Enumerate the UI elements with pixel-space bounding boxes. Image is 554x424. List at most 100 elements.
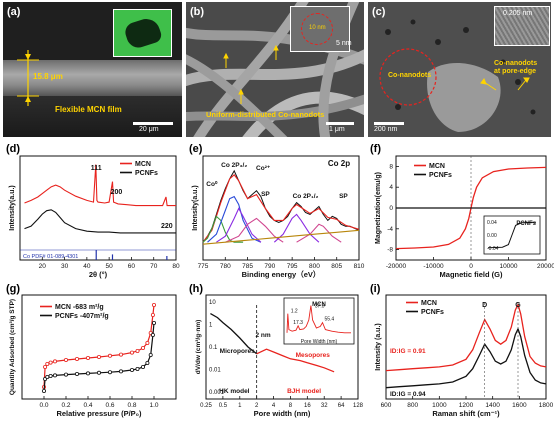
y-tick-label: 10 bbox=[209, 300, 216, 306]
x-tick-label: 20 bbox=[39, 263, 47, 270]
bet-point bbox=[145, 360, 150, 365]
x-tick-label: 16 bbox=[304, 403, 311, 409]
scale-label: 200 nm bbox=[374, 126, 398, 133]
xps-series-Co2p3/2 bbox=[207, 195, 262, 243]
mag-plot-frame bbox=[395, 155, 547, 261]
x-tick-label: 600 bbox=[381, 402, 392, 409]
hk-model-label: HK model bbox=[219, 388, 250, 395]
x-tick-label: 50 bbox=[106, 263, 114, 270]
pore-inset-x-title: Pore Width (nm) bbox=[301, 339, 338, 345]
xps-annotation-sp1: SP bbox=[261, 191, 270, 198]
pore-series-HK model bbox=[210, 313, 258, 355]
bet-point bbox=[151, 320, 156, 325]
x-tick-label: 60 bbox=[128, 263, 136, 270]
bet-point bbox=[119, 352, 124, 357]
x-tick-label: 1 bbox=[238, 403, 242, 409]
lattice-spacing-label: 0.205 nm bbox=[503, 10, 533, 17]
inset-hrtem: 0.205 nm bbox=[494, 6, 550, 46]
x-tick-label: 0.2 bbox=[61, 402, 70, 409]
xrd-y-axis-title: Intensity(a.u.) bbox=[9, 185, 16, 231]
y-tick-label: 0.001 bbox=[209, 390, 225, 396]
bet-legend-label: MCN -683 m²/g bbox=[55, 304, 104, 311]
bet-point bbox=[150, 332, 155, 337]
x-tick-label: 10000 bbox=[499, 263, 517, 270]
raman-x-axis-title: Raman shift (cm⁻¹) bbox=[432, 409, 500, 418]
inset-tem-particle: 10 nm bbox=[290, 6, 350, 52]
x-tick-label: -10000 bbox=[423, 263, 444, 270]
xps-series-SP1 bbox=[225, 217, 284, 243]
xps-annotation-co2plus: Co²⁺ bbox=[256, 165, 271, 172]
xps-annotation-co2p32: Co 2P₃/₂ bbox=[221, 162, 247, 169]
xrd-reference-label: Co PDF# 01-089-4301 bbox=[23, 254, 78, 260]
peak-label-220: 220 bbox=[161, 223, 173, 230]
y-tick-label: 0.01 bbox=[209, 368, 221, 374]
film-caption: Flexible MCN film bbox=[55, 105, 122, 114]
xps-series-raw bbox=[202, 169, 360, 243]
bet-point bbox=[108, 353, 113, 358]
mag-inset-tick-label: 0.04 bbox=[487, 220, 497, 226]
x-tick-label: 785 bbox=[242, 263, 253, 270]
bet-point bbox=[150, 312, 155, 317]
x-tick-label: 780 bbox=[220, 263, 231, 270]
raman-series-MCN bbox=[385, 302, 547, 372]
bet-point bbox=[64, 357, 69, 362]
x-tick-label: 790 bbox=[264, 263, 275, 270]
bet-point bbox=[129, 350, 134, 355]
bet-point bbox=[135, 348, 140, 353]
panel-b-label: (b) bbox=[190, 6, 205, 18]
pore-inset-peak-label: 17.3 bbox=[293, 320, 303, 326]
inset-scale-label-2: 5 nm bbox=[336, 40, 352, 47]
raman-plot-frame bbox=[385, 294, 547, 400]
bet-point bbox=[53, 373, 58, 378]
nanodots-edge-note: Co-nanodots at pore-edge bbox=[494, 60, 538, 75]
pore-2nm-label: 2 nm bbox=[255, 332, 270, 339]
mag-legend-label: MCN bbox=[429, 163, 445, 170]
xps-annotation-co0: Co⁰ bbox=[206, 180, 218, 188]
xps-annotation-sp2: SP bbox=[339, 193, 348, 200]
bet-point bbox=[148, 352, 153, 357]
bet-point bbox=[75, 371, 80, 376]
xps-plot-frame bbox=[202, 155, 360, 261]
pore-inset-peak-label: 37.3 bbox=[315, 304, 325, 310]
x-tick-label: 0.5 bbox=[219, 403, 228, 409]
xrd-series-MCN bbox=[24, 164, 176, 207]
mag-x-axis-title: Magnetic field (G) bbox=[440, 270, 503, 279]
bet-point bbox=[140, 345, 145, 350]
pore-series-BJH model bbox=[256, 348, 335, 373]
nanodots-left-note: Co-nanodots bbox=[388, 72, 432, 79]
bet-point bbox=[43, 376, 48, 381]
xps-series-Co2p1/2 bbox=[273, 213, 320, 243]
x-tick-label: 80 bbox=[172, 263, 180, 270]
scale-bar bbox=[133, 122, 173, 125]
x-tick-label: 775 bbox=[198, 263, 209, 270]
bet-point bbox=[151, 302, 156, 307]
mag-inset-curve bbox=[487, 221, 537, 249]
thickness-marker bbox=[17, 50, 39, 106]
raman-ratio-mcn: ID:IG = 0.91 bbox=[390, 348, 426, 355]
bet-point bbox=[140, 364, 145, 369]
bet-point bbox=[48, 373, 53, 378]
raman-series-PCNFs bbox=[385, 327, 547, 389]
mag-inset-frame bbox=[483, 215, 541, 255]
bet-series-MCN -683 m²/g bbox=[43, 304, 155, 388]
pore-y-axis-title: dV/dw (cm³/g·nm) bbox=[195, 320, 202, 375]
x-tick-label: 8 bbox=[289, 403, 293, 409]
x-tick-label: 1.0 bbox=[149, 402, 158, 409]
bet-point bbox=[148, 330, 153, 335]
mag-y-axis-title: Magnetization(emu/g) bbox=[375, 172, 382, 244]
panel-b-sem-fibers: 10 nm 5 nm (b) Uniform-distributed Co-na… bbox=[186, 2, 364, 137]
xps-series-Co0 bbox=[202, 215, 244, 243]
film-cross-section bbox=[3, 60, 182, 96]
pore-inset-peak-label: 55.4 bbox=[324, 317, 334, 323]
x-tick-label: 1200 bbox=[459, 402, 474, 409]
bet-point bbox=[53, 359, 58, 364]
x-tick-label: 800 bbox=[407, 402, 418, 409]
pore-x-axis-title: Pore width (nm) bbox=[254, 409, 311, 418]
y-tick-label: -4 bbox=[387, 226, 393, 233]
x-tick-label: 0.8 bbox=[127, 402, 136, 409]
xrd-series-PCNFs bbox=[24, 209, 176, 234]
panel-f-label: (f) bbox=[370, 143, 381, 155]
raman-g-band-label: G bbox=[515, 302, 521, 309]
mag-legend-label: PCNFs bbox=[429, 172, 452, 179]
xps-series-SP2 bbox=[296, 223, 342, 243]
